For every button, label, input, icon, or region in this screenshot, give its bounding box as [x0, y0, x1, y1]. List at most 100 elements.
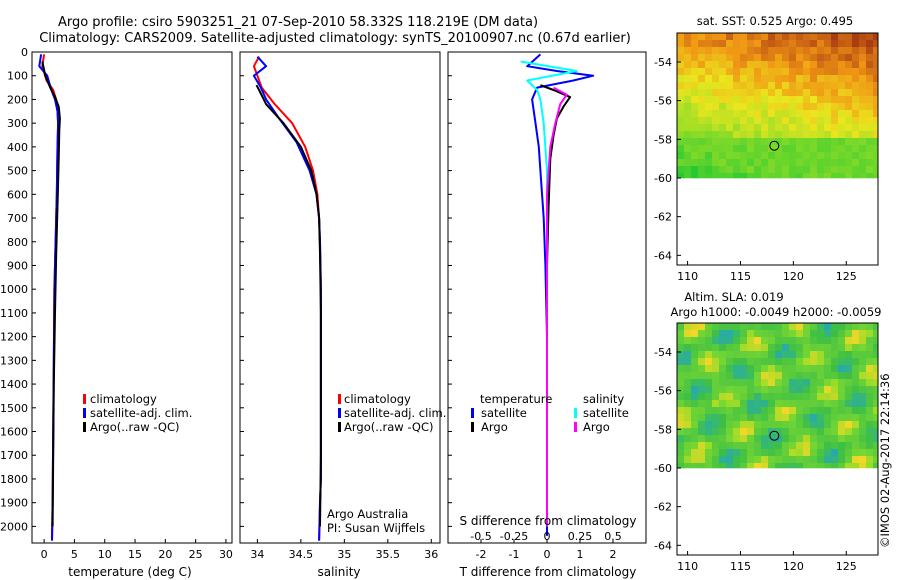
map-cell	[789, 82, 797, 90]
map-cell	[740, 323, 748, 331]
map-cell	[684, 435, 692, 443]
map-cell	[754, 61, 762, 69]
map-cell	[761, 428, 769, 436]
sla-map-y-ticks: -54 -56 -58 -60 -62 -64	[654, 346, 681, 552]
map-cell	[705, 145, 713, 153]
map-cell	[733, 75, 741, 83]
map-cell	[740, 372, 748, 380]
map-cell	[684, 372, 692, 380]
map-cell	[691, 323, 699, 331]
map-cell	[831, 337, 839, 345]
map-cell	[810, 379, 818, 387]
map-cell	[719, 449, 727, 457]
map-cell	[873, 337, 879, 345]
map-cell	[677, 351, 685, 359]
sla-map-title: Altim. SLA: 0.019	[684, 290, 783, 304]
map-cell	[803, 152, 811, 160]
map-cell	[852, 379, 860, 387]
map-cell	[705, 117, 713, 125]
map-cell	[852, 103, 860, 111]
map-cell	[733, 40, 741, 48]
map-cell	[803, 379, 811, 387]
map-cell	[712, 33, 720, 41]
map-cell	[852, 358, 860, 366]
x-tick-label: 36	[424, 548, 438, 561]
map-cell	[691, 117, 699, 125]
temperature-panel: 0100200300400500600700800900100011001200…	[0, 46, 233, 579]
sst-map-x-ticks: 110 115 120 125	[677, 261, 857, 283]
map-cell	[705, 173, 713, 179]
map-cell	[747, 323, 755, 331]
map-cell	[677, 344, 685, 352]
map-cell	[754, 54, 762, 62]
map-cell	[768, 400, 776, 408]
map-cell	[775, 428, 783, 436]
map-cell	[873, 400, 879, 408]
map-cell	[775, 68, 783, 76]
map-cell	[845, 159, 853, 167]
map-cell	[852, 393, 860, 401]
map-cell	[873, 89, 879, 97]
map-cell	[817, 173, 825, 179]
map-cell	[698, 166, 706, 174]
map-cell	[873, 33, 879, 41]
map-cell	[831, 393, 839, 401]
map-cell	[691, 407, 699, 415]
map-cell	[859, 131, 867, 139]
map-cell	[740, 40, 748, 48]
y-tick-label: 2000	[0, 520, 28, 533]
map-cell	[691, 159, 699, 167]
map-cell	[677, 68, 685, 76]
map-cell	[859, 96, 867, 104]
legend-label-climatology: climatology	[344, 392, 411, 406]
argo-position-marker	[769, 140, 780, 151]
map-cell	[817, 54, 825, 62]
map-cell	[810, 82, 818, 90]
s-difference-label: S difference from climatology	[460, 514, 637, 528]
map-cell	[747, 96, 755, 104]
map-cell	[740, 428, 748, 436]
legend-label-s-satellite: satellite	[583, 406, 629, 420]
x-tick-label: 115	[730, 270, 751, 283]
map-cell	[761, 456, 769, 464]
map-cell	[789, 124, 797, 132]
map-cell	[691, 138, 699, 146]
map-cell	[768, 323, 776, 331]
map-cell	[782, 337, 790, 345]
map-cell	[719, 96, 727, 104]
map-cell	[866, 344, 874, 352]
map-cell	[768, 33, 776, 41]
map-cell	[796, 393, 804, 401]
sst-map-title: sat. SST: 0.525 Argo: 0.495	[697, 14, 854, 28]
map-cell	[691, 365, 699, 373]
y-tick-label: -60	[654, 172, 672, 185]
map-cell	[705, 323, 713, 331]
map-cell	[803, 89, 811, 97]
map-cell	[775, 96, 783, 104]
map-cell	[838, 379, 846, 387]
map-cell	[824, 414, 832, 422]
map-cell	[817, 386, 825, 394]
map-cell	[705, 337, 713, 345]
map-cell	[824, 138, 832, 146]
map-cell	[733, 33, 741, 41]
sst-map-y-ticks: -54 -56 -58 -60 -62 -64	[654, 56, 681, 262]
map-cell	[754, 386, 762, 394]
map-cell	[803, 421, 811, 429]
map-cell	[733, 463, 741, 469]
map-cell	[803, 54, 811, 62]
map-cell	[775, 138, 783, 146]
map-cell	[803, 449, 811, 457]
map-cell	[810, 96, 818, 104]
map-cell	[726, 138, 734, 146]
map-cell	[803, 82, 811, 90]
map-cell	[684, 407, 692, 415]
map-cell	[691, 449, 699, 457]
map-cell	[761, 442, 769, 450]
y-tick-label: 1500	[0, 402, 28, 415]
map-cell	[873, 379, 879, 387]
map-cell	[677, 96, 685, 104]
map-cell	[873, 414, 879, 422]
map-cell	[782, 400, 790, 408]
map-cell	[691, 442, 699, 450]
